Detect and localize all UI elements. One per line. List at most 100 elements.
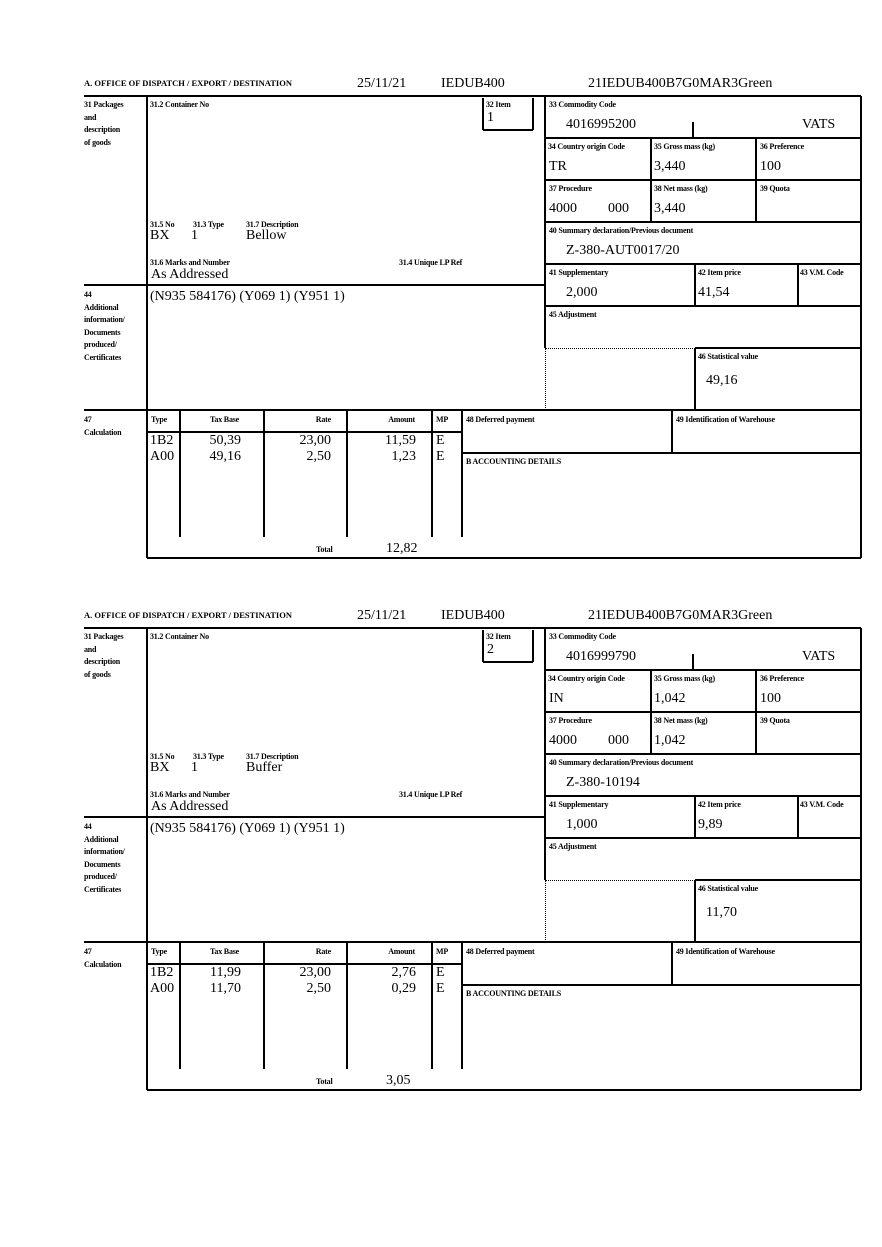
- additional-info-label: 44: [84, 290, 92, 299]
- form-rule: [482, 98, 484, 130]
- form-rule: [461, 942, 463, 1069]
- form-rule: [797, 264, 799, 306]
- vm-code-label: 43 V.M. Code: [800, 800, 844, 809]
- additional-info-value: (N935 584176) (Y069 1) (Y951 1): [150, 289, 345, 304]
- form-rule: [755, 138, 757, 222]
- form-rule: [147, 963, 462, 965]
- form-rule: [84, 627, 861, 629]
- form-rule: [694, 796, 696, 838]
- total-label: Total: [316, 1077, 333, 1086]
- additional-info-value: (N935 584176) (Y069 1) (Y951 1): [150, 821, 345, 836]
- additional-info-label: Certificates: [84, 352, 122, 362]
- form-rule: [84, 284, 545, 286]
- item-price-value: 41,54: [698, 285, 730, 300]
- form-rule: [179, 410, 181, 537]
- dotted-divider: [545, 348, 695, 349]
- supplementary-label: 41 Supplementary: [549, 800, 609, 809]
- warehouse-label: 49 Identification of Warehouse: [676, 415, 775, 424]
- form-rule: [692, 122, 694, 138]
- form-rule: [84, 941, 861, 943]
- gross-mass-label: 35 Gross mass (kg): [654, 142, 715, 151]
- calc-row-rate: 2,50: [306, 981, 332, 996]
- office-heading: A. OFFICE OF DISPATCH / EXPORT / DESTINA…: [84, 78, 292, 88]
- form-rule: [146, 537, 148, 558]
- country-origin-value: TR: [549, 159, 567, 174]
- packages-label: 31 Packages: [84, 632, 124, 641]
- form-rule: [431, 942, 433, 1069]
- unique-lp-ref-label: 31.4 Unique LP Ref: [399, 258, 463, 267]
- form-rule: [84, 409, 861, 411]
- form-rule: [545, 795, 861, 797]
- country-origin-value: IN: [549, 691, 564, 706]
- additional-info-label: Certificates: [84, 884, 122, 894]
- item-value: 2: [487, 642, 494, 657]
- marks-value: As Addressed: [151, 799, 229, 814]
- calc-header-rate: Rate: [315, 947, 331, 956]
- item-price-label: 42 Item price: [698, 800, 741, 809]
- form-rule: [797, 796, 799, 838]
- form-rule: [462, 984, 861, 986]
- additional-info-label: Documents: [84, 327, 121, 337]
- packages-label: description: [84, 125, 121, 134]
- additional-info-label: Additional: [84, 834, 119, 844]
- additional-info-label: produced/: [84, 872, 117, 881]
- calculation-label: Calculation: [84, 427, 122, 437]
- calc-header-mp: MP: [436, 947, 449, 956]
- total-value: 3,05: [386, 1073, 411, 1088]
- calc-row-mp: E: [436, 981, 445, 996]
- calc-row-rate: 2,50: [306, 449, 332, 464]
- accounting-details-label: B ACCOUNTING DETAILS: [466, 457, 561, 466]
- calc-row-mp: E: [436, 433, 445, 448]
- description-value: Buffer: [246, 760, 283, 775]
- total-label: Total: [316, 545, 333, 554]
- office-code-value: IEDUB400: [441, 76, 505, 91]
- form-rule: [692, 654, 694, 670]
- no-label: 31.5 No: [150, 220, 175, 229]
- procedure-label: 37 Procedure: [549, 184, 592, 193]
- form-rule: [545, 263, 861, 265]
- accounting-details-label: B ACCOUNTING DETAILS: [466, 989, 561, 998]
- container-no-label: 31.2 Container No: [150, 632, 209, 641]
- form-rule: [146, 628, 148, 1090]
- preference-value: 100: [760, 691, 781, 706]
- form-rule: [346, 410, 348, 537]
- statistical-value-value: 11,70: [706, 905, 737, 920]
- description-label: 31.7 Description: [246, 220, 299, 229]
- form-rule: [462, 452, 861, 454]
- additional-info-label: Documents: [84, 859, 121, 869]
- adjustment-label: 45 Adjustment: [549, 310, 597, 319]
- statistical-value-value: 49,16: [706, 373, 738, 388]
- form-rule: [695, 879, 861, 881]
- country-origin-label: 34 Country origin Code: [548, 674, 625, 683]
- form-rule: [483, 661, 533, 663]
- supplementary-label: 41 Supplementary: [549, 268, 609, 277]
- type-value: 1: [191, 760, 198, 775]
- procedure-extra-value: 000: [608, 733, 629, 748]
- packages-label: and: [84, 112, 97, 122]
- type-label: 31.3 Type: [193, 220, 224, 229]
- form-rule: [461, 410, 463, 537]
- net-mass-label: 38 Net mass (kg): [654, 184, 708, 193]
- form-rule: [545, 179, 861, 181]
- calc-row-mp: E: [436, 965, 445, 980]
- form-rule: [694, 880, 696, 942]
- procedure-extra-value: 000: [608, 201, 629, 216]
- packages-label: 31 Packages: [84, 100, 124, 109]
- reference-value: 21IEDUB400B7G0MAR3Green: [588, 76, 773, 91]
- procedure-value: 4000: [549, 733, 577, 748]
- no-value: BX: [150, 228, 170, 243]
- summary-declaration-value: Z-380-10194: [566, 775, 640, 790]
- form-rule: [263, 410, 265, 537]
- calc-row-amount: 0,29: [391, 981, 417, 996]
- commodity-code-value: 4016999790: [566, 649, 636, 664]
- summary-declaration-label: 40 Summary declaration/Previous document: [549, 226, 694, 235]
- calc-row-type: A00: [150, 449, 175, 464]
- additional-info-label: Additional: [84, 302, 119, 312]
- calc-row-tax-base: 50,39: [209, 433, 242, 448]
- unique-lp-ref-label: 31.4 Unique LP Ref: [399, 790, 463, 799]
- total-value: 12,82: [386, 541, 418, 556]
- calc-row-type: 1B2: [150, 965, 174, 980]
- form-rule: [694, 348, 696, 410]
- additional-info-label: information/: [84, 847, 125, 856]
